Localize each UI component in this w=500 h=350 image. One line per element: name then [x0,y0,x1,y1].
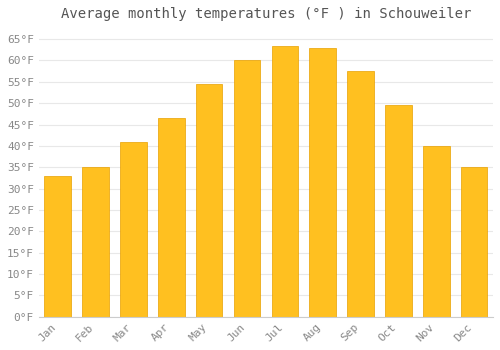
Bar [196,84,222,317]
Bar [461,167,487,317]
Bar [348,71,374,317]
Bar [82,167,109,317]
Bar [44,176,71,317]
Bar [272,46,298,317]
Bar [310,48,336,317]
Bar [158,118,184,317]
Title: Average monthly temperatures (°F ) in Schouweiler: Average monthly temperatures (°F ) in Sc… [60,7,471,21]
Bar [120,142,146,317]
Bar [234,61,260,317]
Bar [385,105,411,317]
Bar [423,146,450,317]
